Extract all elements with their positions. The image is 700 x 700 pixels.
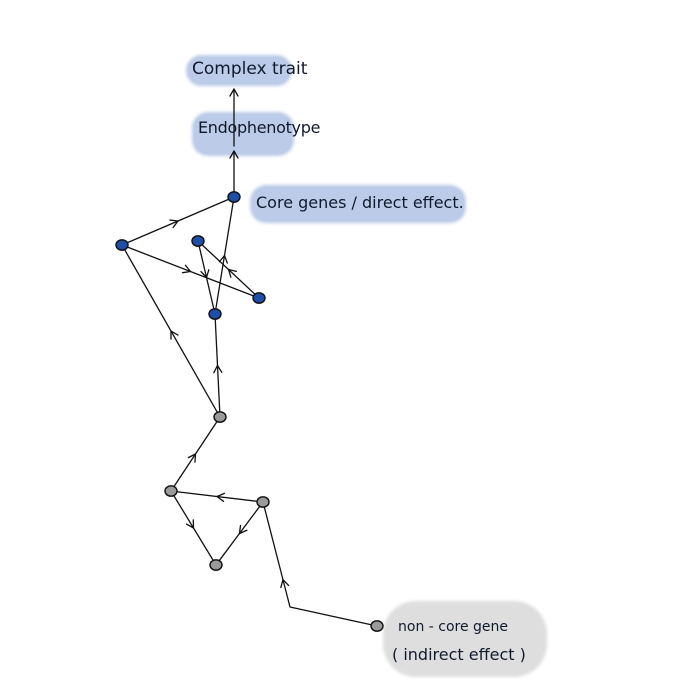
arrowhead-non-core-2-to-non-core-1	[187, 453, 197, 463]
node-core-left	[115, 239, 129, 251]
arrowhead-core-right-to-core-mid-upper	[227, 268, 237, 278]
edge-non-core-source-to-non-core-4	[263, 507, 372, 626]
arrowhead-non-core-4-to-non-core-3	[238, 524, 248, 535]
arrowhead-endophenotype-to-complex-trait	[229, 88, 239, 97]
endophenotype-label: Endophenotype	[198, 118, 321, 137]
node-non-core-3	[209, 559, 223, 571]
node-group	[115, 191, 384, 632]
arrowhead-core-mid-upper-to-core-mid-lower	[200, 269, 210, 279]
node-core-top	[227, 191, 241, 203]
endophenotype-highlight	[194, 114, 292, 154]
complex-trait-label: Complex trait	[192, 59, 308, 79]
arrowhead-core-left-to-core-top	[169, 219, 179, 229]
arrowhead-core-mid-lower-to-core-top	[218, 254, 228, 264]
node-non-core-source	[370, 620, 384, 632]
arrowhead-non-core-4-to-non-core-2	[216, 492, 226, 502]
node-non-core-4	[256, 496, 270, 508]
node-non-core-1	[213, 411, 227, 423]
non-core-label-line1: non - core gene	[398, 619, 509, 635]
arrowhead-core-left-to-core-right	[181, 264, 192, 274]
arrowhead-non-core-1-to-core-mid-lower	[213, 364, 223, 374]
non-core-highlight	[386, 604, 544, 674]
arrowhead-non-core-1-to-core-left	[170, 330, 179, 340]
arrowhead-core-top-to-endophenotype	[229, 150, 239, 159]
arrowhead-non-core-source-to-non-core-4	[280, 579, 290, 589]
node-non-core-2	[164, 485, 178, 497]
core-genes-label: Core genes / direct effect.	[256, 193, 464, 212]
arrowhead-group	[169, 88, 290, 589]
node-core-right	[252, 292, 266, 304]
node-core-mid-upper	[191, 235, 205, 247]
edge-group	[124, 88, 372, 626]
core-genes-highlight	[252, 187, 464, 221]
arrowhead-non-core-2-to-non-core-3	[185, 519, 195, 529]
node-core-mid-lower	[208, 308, 222, 320]
non-core-label-line2: ( indirect effect )	[392, 645, 526, 664]
complex-trait-highlight	[188, 57, 290, 84]
